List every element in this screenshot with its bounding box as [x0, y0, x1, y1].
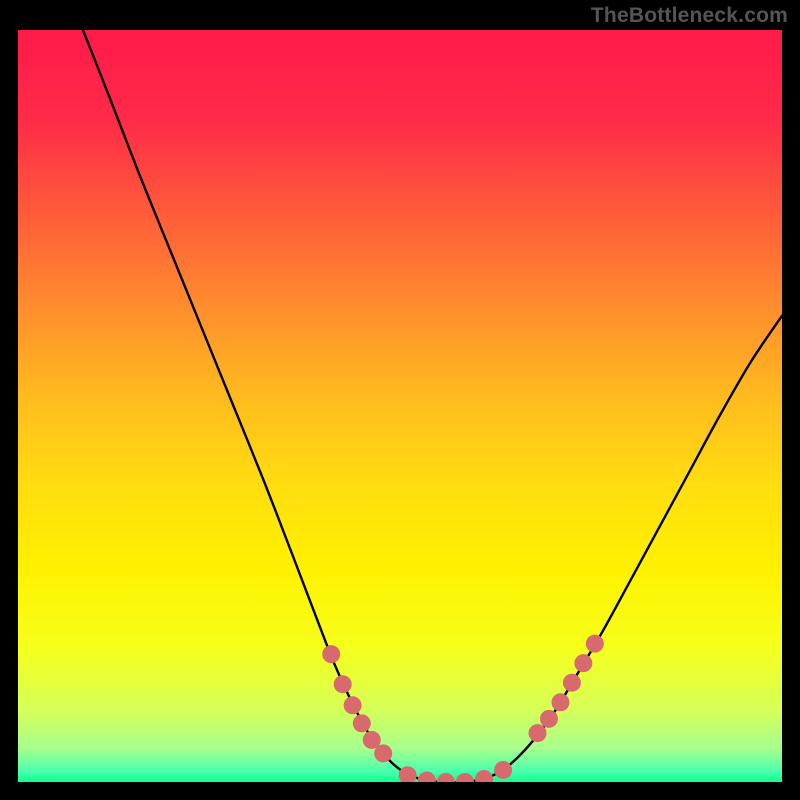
gradient-background [18, 30, 782, 782]
data-marker [540, 710, 558, 728]
data-marker [353, 714, 371, 732]
data-marker [494, 761, 512, 779]
data-marker [374, 744, 392, 762]
data-marker [563, 674, 581, 692]
data-marker [344, 696, 362, 714]
data-marker [586, 635, 604, 653]
data-marker [551, 693, 569, 711]
data-marker [574, 654, 592, 672]
data-marker [334, 675, 352, 693]
gradient-chart [18, 30, 782, 782]
data-marker [529, 724, 547, 742]
plot-area [18, 30, 782, 782]
watermark-text: TheBottleneck.com [591, 4, 788, 28]
chart-frame: TheBottleneck.com [0, 0, 800, 800]
data-marker [322, 645, 340, 663]
